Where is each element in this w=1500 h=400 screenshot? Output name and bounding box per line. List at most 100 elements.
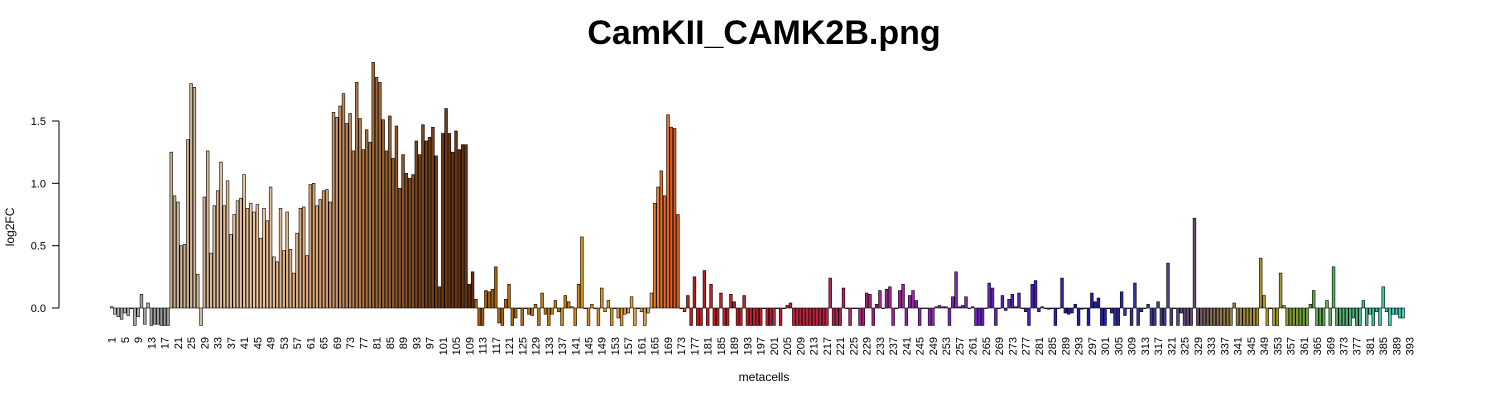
bar-metacell-364 xyxy=(1312,290,1316,309)
bar-metacell-121 xyxy=(507,284,511,309)
bar-metacell-196 xyxy=(755,307,760,326)
bar-metacell-301 xyxy=(1103,307,1107,326)
bar-metacell-378 xyxy=(1358,307,1362,326)
bar-metacell-115 xyxy=(487,291,491,309)
bar-metacell-83 xyxy=(381,119,385,309)
bar-metacell-33 xyxy=(215,190,220,309)
bar-metacell-251 xyxy=(937,305,942,309)
bar-metacell-142 xyxy=(576,284,581,309)
x-tick-label: 241 xyxy=(901,337,913,355)
bar-metacell-35 xyxy=(222,205,226,309)
bar-metacell-15 xyxy=(156,307,160,325)
bar-metacell-126 xyxy=(523,307,528,309)
x-tick-label: 221 xyxy=(835,337,847,355)
bar-metacell-169 xyxy=(666,114,670,309)
x-tick-label: 269 xyxy=(994,337,1006,355)
x-tick-label: 1 xyxy=(107,337,119,343)
bar-metacell-38 xyxy=(232,214,236,309)
bar-metacell-277 xyxy=(1023,307,1028,313)
bar-metacell-370 xyxy=(1331,266,1336,309)
bar-metacell-78 xyxy=(364,129,369,309)
bar-metacell-34 xyxy=(219,161,223,309)
bar-metacell-159 xyxy=(633,307,637,326)
bar-metacell-210 xyxy=(802,307,806,326)
bar-metacell-181 xyxy=(706,307,710,326)
x-tick-label: 85 xyxy=(385,337,397,349)
x-tick-label: 257 xyxy=(954,337,966,355)
x-tick-label: 293 xyxy=(1074,337,1086,355)
bar-metacell-144 xyxy=(583,307,587,309)
x-tick-label: 109 xyxy=(464,337,476,355)
bar-metacell-8 xyxy=(133,307,137,326)
bar-metacell-46 xyxy=(259,237,263,309)
bar-metacell-92 xyxy=(411,174,415,309)
bar-metacell-385 xyxy=(1381,286,1385,309)
bar-metacell-5 xyxy=(123,307,127,314)
bar-metacell-143 xyxy=(580,236,584,309)
bar-metacell-213 xyxy=(812,307,816,326)
bar-metacell-316 xyxy=(1153,307,1157,326)
x-tick-label: 205 xyxy=(782,337,794,355)
bar-metacell-44 xyxy=(252,211,256,309)
bar-metacell-323 xyxy=(1176,307,1180,326)
bar-metacell-184 xyxy=(715,307,720,326)
bar-metacell-220 xyxy=(835,307,839,326)
bar-metacell-50 xyxy=(272,256,276,309)
x-tick-label: 377 xyxy=(1352,337,1364,355)
x-tick-label: 373 xyxy=(1338,337,1350,355)
bar-metacell-353 xyxy=(1275,307,1279,326)
bar-metacell-36 xyxy=(225,180,230,309)
bar-metacell-91 xyxy=(408,178,412,309)
x-tick-label: 325 xyxy=(1180,337,1192,355)
x-tick-label: 213 xyxy=(809,337,821,355)
x-tick-label: 117 xyxy=(491,337,503,355)
chart-title: CamKII_CAMK2B.png xyxy=(587,14,940,52)
bar-metacell-219 xyxy=(831,307,836,326)
x-tick-label: 37 xyxy=(226,337,238,349)
bar-metacell-119 xyxy=(500,307,505,326)
bar-metacell-300 xyxy=(1100,307,1104,326)
bar-metacell-287 xyxy=(1057,307,1061,309)
bar-metacell-272 xyxy=(1007,298,1011,309)
x-tick-label: 149 xyxy=(597,337,609,355)
bar-metacell-109 xyxy=(467,284,471,309)
bar-metacell-249 xyxy=(931,307,935,326)
x-tick-label: 317 xyxy=(1153,337,1165,355)
bar-metacell-97 xyxy=(427,136,432,309)
bar-metacell-81 xyxy=(374,77,379,309)
bar-metacell-212 xyxy=(808,307,813,326)
bar-metacell-283 xyxy=(1043,307,1048,309)
bar-metacell-41 xyxy=(242,174,246,309)
bar-metacell-70 xyxy=(338,105,342,309)
bar-metacell-375 xyxy=(1348,307,1352,326)
bar-metacell-315 xyxy=(1149,307,1154,326)
bar-metacell-148 xyxy=(596,307,601,326)
bar-metacell-14 xyxy=(153,307,157,325)
x-tick-label: 61 xyxy=(305,337,317,349)
x-tick-label: 133 xyxy=(544,337,556,355)
bar-metacell-335 xyxy=(1216,307,1220,326)
bar-metacell-172 xyxy=(676,214,680,309)
bar-metacell-140 xyxy=(570,306,574,309)
bar-metacell-104 xyxy=(451,151,455,309)
bar-metacell-387 xyxy=(1388,307,1392,326)
bar-metacell-360 xyxy=(1298,307,1303,326)
x-tick-label: 273 xyxy=(1007,337,1019,355)
x-tick-label: 177 xyxy=(689,337,701,355)
bar-metacell-13 xyxy=(149,307,154,326)
bar-metacell-285 xyxy=(1050,307,1054,309)
x-tick-label: 161 xyxy=(636,337,648,355)
bar-metacell-382 xyxy=(1371,307,1375,326)
bar-metacell-380 xyxy=(1365,307,1369,326)
bar-metacell-161 xyxy=(639,307,644,313)
bar-metacell-348 xyxy=(1259,257,1263,309)
bar-metacell-205 xyxy=(785,305,789,309)
bar-metacell-201 xyxy=(772,307,776,326)
bar-metacell-265 xyxy=(984,307,988,309)
bar-metacell-64 xyxy=(318,199,322,309)
x-tick-label: 217 xyxy=(822,337,834,355)
bar-metacell-116 xyxy=(490,288,495,309)
bar-metacell-130 xyxy=(537,307,541,326)
bar-metacell-54 xyxy=(285,211,289,309)
x-tick-label: 261 xyxy=(968,337,980,355)
